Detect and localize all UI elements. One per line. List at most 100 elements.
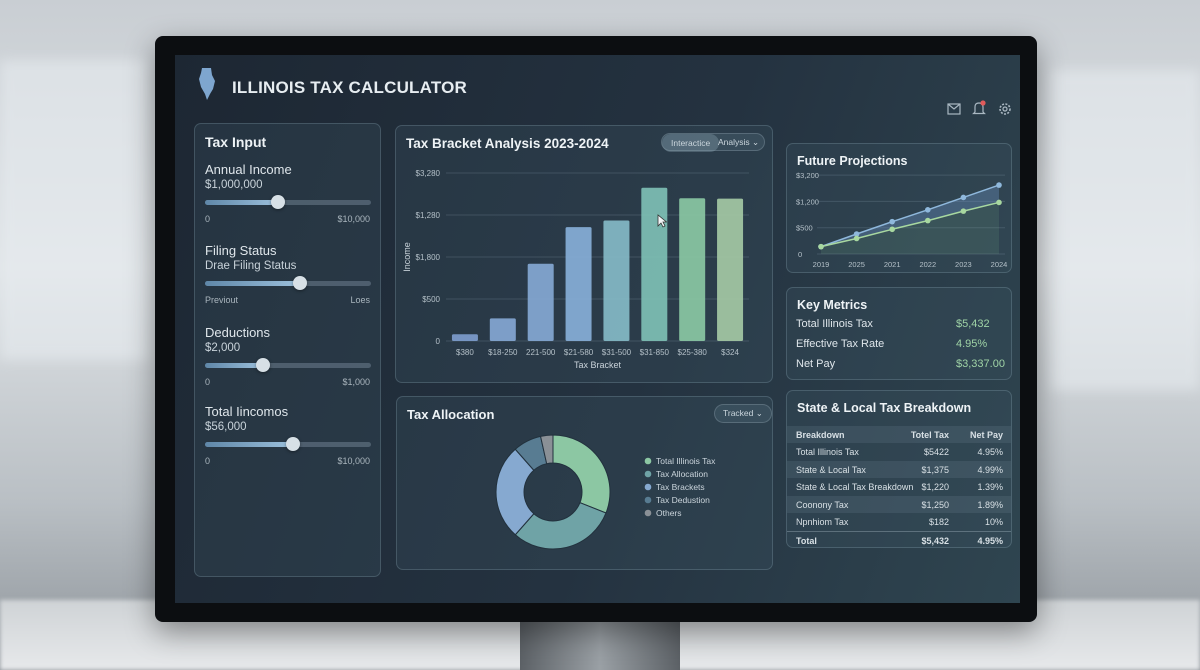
tax-allocation-panel: Tax Allocation Tracked ⌄ Total Illinois … — [396, 396, 773, 570]
table-row: State & Local Tax Breakdown $1,220 1.39% — [787, 478, 1011, 495]
table-cell: $1,375 — [921, 464, 949, 475]
y-tick-label: $500 — [422, 295, 440, 304]
metric-value: $3,337.00 — [956, 358, 1005, 370]
data-point[interactable] — [889, 218, 895, 225]
x-tick-label: 221-500 — [526, 348, 556, 357]
y-tick-label: $1,280 — [416, 211, 441, 220]
data-point[interactable] — [818, 243, 824, 250]
bar[interactable] — [527, 263, 554, 341]
slider-handle[interactable] — [256, 358, 271, 372]
slider-min-label: 0 — [205, 214, 211, 224]
x-tick-label: 2023 — [955, 260, 972, 269]
slider-label: Deductions — [205, 325, 271, 340]
slider-fill — [205, 363, 264, 368]
table-cell: $5,432 — [921, 536, 949, 546]
table-cell: Breakdown — [796, 430, 845, 440]
interactive-toggle[interactable]: Interactice — [662, 134, 720, 152]
slider-track[interactable] — [205, 358, 371, 372]
data-point[interactable] — [889, 226, 895, 233]
tax-input-panel: Tax Input Annual Income $1,000,000 0 $10,00… — [194, 123, 381, 577]
x-tick-label: 2024 — [991, 260, 1008, 269]
analysis-dropdown-label: Analysis — [718, 137, 750, 147]
metric-label: Effective Tax Rate — [796, 338, 885, 350]
gear-icon[interactable] — [998, 102, 1012, 116]
app-title: ILLINOIS TAX CALCULATOR — [232, 78, 468, 97]
table-cell: State & Local Tax Breakdown — [796, 482, 914, 492]
y-tick-label: $3,200 — [796, 171, 819, 180]
table-cell: 1.89% — [977, 499, 1003, 510]
bar[interactable] — [641, 187, 668, 341]
x-axis-label: Tax Bracket — [574, 360, 622, 370]
metric-label: Total Illinois Tax — [796, 318, 873, 330]
data-point[interactable] — [853, 231, 860, 237]
bar[interactable] — [565, 227, 592, 341]
slider-label: Total Iincomos — [205, 404, 289, 419]
y-tick-label: 0 — [436, 337, 441, 346]
table-cell: 1.39% — [977, 482, 1003, 492]
x-tick-label: $25-380 — [678, 348, 708, 357]
analysis-dropdown[interactable]: Analysis ⌄ — [718, 137, 759, 148]
projections-title: Future Projections — [797, 154, 908, 168]
slider-fill — [205, 200, 279, 205]
area-under-series — [821, 202, 999, 254]
legend-swatch — [644, 457, 652, 465]
mail-icon[interactable] — [947, 103, 961, 115]
table-total-row: Total $5,432 4.95% — [787, 531, 1011, 547]
tracked-dropdown-label: Tracked — [723, 408, 754, 418]
screen: ILLINOIS TAX CALCULATOR Tax Input Annual… — [175, 55, 1020, 603]
line-chart: 0 $500 $1,200 $3,200 2019 2025 2021 2022 2023 202… — [796, 171, 1008, 269]
slider-min-label: 0 — [205, 377, 211, 387]
y-axis-label: Income — [402, 242, 412, 272]
bar[interactable] — [603, 220, 630, 341]
chevron-down-icon: ⌄ — [752, 137, 760, 147]
data-point[interactable] — [996, 199, 1002, 206]
x-tick-label: $324 — [721, 348, 739, 357]
table-cell: Totel Tax — [910, 430, 949, 440]
bar[interactable] — [451, 334, 478, 341]
slider-handle[interactable] — [285, 437, 300, 451]
tracked-dropdown[interactable]: Tracked ⌄ — [714, 404, 772, 423]
legend-swatch — [644, 496, 652, 504]
x-tick-label: 2025 — [848, 260, 865, 269]
slider-handle[interactable] — [292, 276, 307, 290]
y-tick-label: 0 — [798, 250, 802, 259]
slider-label: Annual Income — [205, 162, 292, 177]
donut-slice[interactable] — [495, 448, 535, 536]
bell-icon[interactable] — [972, 100, 986, 116]
metric-value: $5,432 — [956, 318, 990, 330]
data-point[interactable] — [996, 182, 1002, 188]
legend-label: Tax Brackets — [656, 482, 705, 492]
bar[interactable] — [679, 198, 706, 341]
table-row: Total Illinois Tax $5422 4.95% — [787, 443, 1011, 460]
x-tick-label: $31-500 — [602, 348, 632, 357]
slider-handle[interactable] — [271, 195, 286, 209]
bar[interactable] — [717, 198, 744, 341]
y-tick-label: $500 — [796, 224, 813, 233]
slider-max-label: Loes — [350, 295, 370, 305]
y-tick-label: $3,280 — [416, 169, 441, 178]
table-cell: 10% — [984, 517, 1003, 527]
slider-track[interactable] — [205, 276, 371, 290]
data-point[interactable] — [925, 207, 931, 213]
data-point[interactable] — [960, 208, 967, 214]
donut-slice[interactable] — [552, 434, 611, 514]
slider-track[interactable] — [205, 437, 371, 451]
table-row: State & Local Tax $1,375 4.99% — [787, 460, 1011, 478]
donut-slice[interactable] — [539, 434, 554, 465]
donut-slice[interactable] — [514, 502, 607, 550]
data-point[interactable] — [853, 235, 860, 242]
x-tick-label: $21-580 — [564, 348, 594, 357]
slider-fill — [205, 281, 300, 286]
table-cell: Net Pay — [969, 430, 1003, 440]
data-point[interactable] — [960, 194, 967, 201]
slider-max-label: $10,000 — [337, 214, 370, 224]
bracket-chart-title: Tax Bracket Analysis 2023-2024 — [406, 136, 609, 151]
bar[interactable] — [489, 318, 516, 341]
mouse-cursor-icon — [657, 214, 667, 228]
x-tick-label: 2022 — [919, 260, 936, 269]
allocation-title: Tax Allocation — [407, 407, 495, 422]
slider-min-label: Previout — [205, 295, 239, 305]
data-point[interactable] — [925, 217, 931, 224]
future-projections-panel: Future Projections 0 $500 $1,200 $3,200 2019… — [786, 143, 1012, 273]
slider-track[interactable] — [205, 195, 371, 209]
